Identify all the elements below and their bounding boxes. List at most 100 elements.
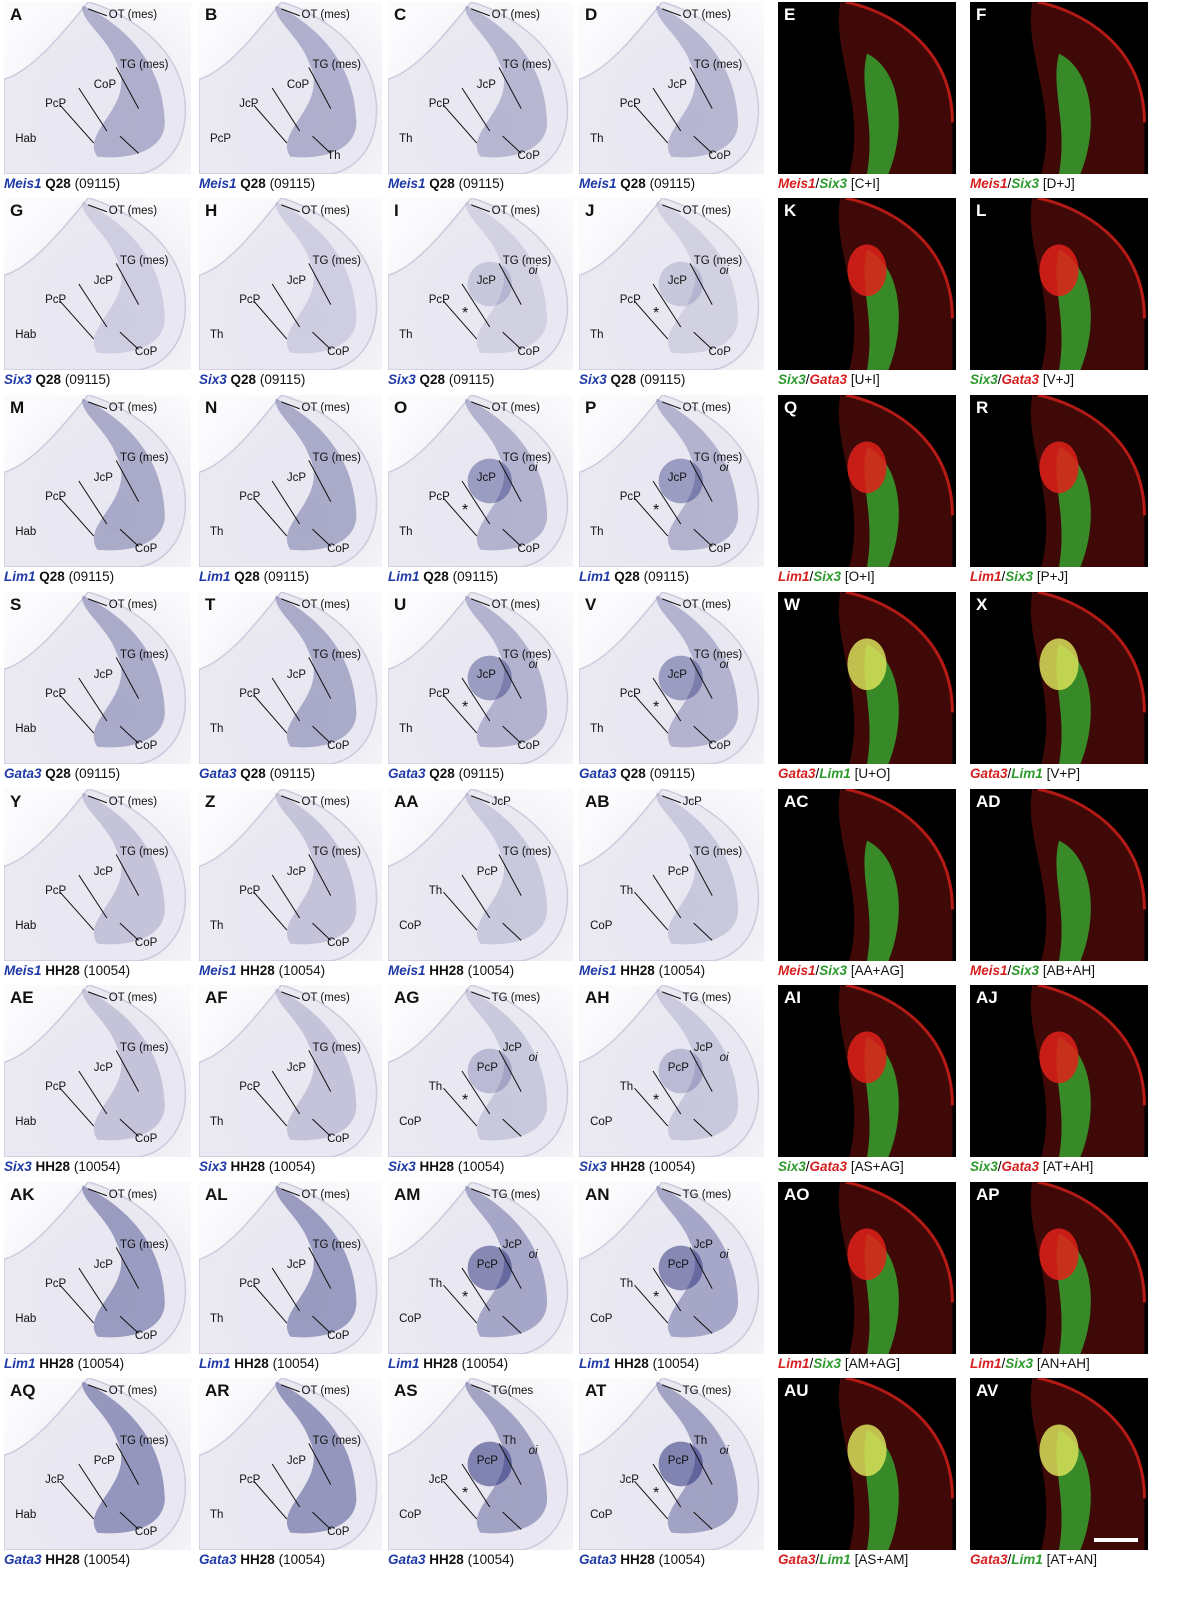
ish-panel: P OT (mes) TG (mes) JcP PcP Th CoP * oi xyxy=(579,395,764,567)
specimen-number: (09115) xyxy=(74,176,121,191)
region-label: Th xyxy=(502,1434,517,1447)
region-label: PcP xyxy=(428,491,450,504)
gene-name-2: Lim1 xyxy=(1011,766,1043,781)
specimen-number: (10054) xyxy=(658,1552,706,1567)
region-label: TG (mes) xyxy=(502,845,552,858)
stage-label: Q28 xyxy=(423,569,449,584)
gene-name-2: Six3 xyxy=(1011,176,1040,191)
region-label: TG (mes) xyxy=(693,451,743,464)
fluorescence-panel: X xyxy=(970,592,1148,764)
tissue-section-image xyxy=(579,1182,760,1354)
panel-letter: C xyxy=(394,5,407,24)
scale-bar xyxy=(1094,1538,1138,1542)
panel-letter: V xyxy=(585,595,597,614)
tissue-section-image xyxy=(388,1182,569,1354)
region-label: CoP xyxy=(517,149,540,162)
ish-panel: D OT (mes) TG (mes) JcP PcP Th CoP xyxy=(579,2,764,174)
region-label: PcP xyxy=(239,294,261,307)
panel-caption: Meis1 HH28 (10054) xyxy=(4,963,130,979)
ish-panel: AG TG (mes) JcP PcP Th CoP * oi xyxy=(388,985,573,1157)
region-label: PcP xyxy=(428,294,450,307)
gene-name: Meis1 xyxy=(579,176,617,191)
fluorescence-panel: AC xyxy=(778,789,956,961)
region-label: Th xyxy=(209,525,224,538)
region-label: PcP xyxy=(45,98,67,111)
region-label: Hab xyxy=(15,525,37,538)
panel-letter: E xyxy=(784,5,796,24)
region-label: OT (mes) xyxy=(682,598,731,611)
panel-caption: Gata3 HH28 (10054) xyxy=(579,1552,705,1568)
tissue-section-image xyxy=(579,985,760,1157)
stage-label: Q28 xyxy=(240,766,266,781)
region-label: Th xyxy=(619,885,634,898)
region-label: PcP xyxy=(619,98,641,111)
asterisk-mark: * xyxy=(462,305,469,323)
region-label: PcP xyxy=(239,688,261,701)
source-panels-ref: [AT+AH] xyxy=(1042,1159,1094,1174)
panel-letter: AD xyxy=(976,792,1001,811)
region-label: JcP xyxy=(45,1474,65,1487)
panel-caption: Six3 HH28 (10054) xyxy=(388,1159,504,1175)
region-label: TG (mes) xyxy=(693,254,743,267)
stage-label: HH28 xyxy=(429,963,464,978)
panel-letter: M xyxy=(10,398,25,417)
panel-letter: AH xyxy=(585,988,610,1007)
region-label: Th xyxy=(209,919,224,932)
region-label: JcP xyxy=(491,795,511,808)
region-label: Hab xyxy=(15,328,37,341)
panel-caption: Six3 HH28 (10054) xyxy=(199,1159,315,1175)
region-label: PcP xyxy=(619,294,641,307)
panel-letter: AS xyxy=(394,1381,418,1400)
region-label: TG (mes) xyxy=(119,1238,169,1251)
stage-label: Q28 xyxy=(234,569,260,584)
region-label: CoP xyxy=(327,1329,350,1342)
gene-name: Meis1 xyxy=(579,963,617,978)
region-label: JcP xyxy=(619,1474,639,1487)
panel-letter: U xyxy=(394,595,407,614)
gene-name: Six3 xyxy=(579,372,607,387)
region-label: TG (mes) xyxy=(312,648,362,661)
gene-name-2: Lim1 xyxy=(819,766,851,781)
region-label: CoP xyxy=(134,1132,158,1145)
overlay-image xyxy=(838,789,954,961)
overlay-image xyxy=(1030,592,1146,764)
gene-name-2: Gata3 xyxy=(1001,372,1040,387)
panel-letter: I xyxy=(394,201,399,220)
gene-name: Lim1 xyxy=(4,569,36,584)
gene-name-1: Gata3 xyxy=(778,766,816,781)
overlay-image xyxy=(1030,1182,1146,1354)
overlay-image xyxy=(1030,789,1146,961)
stage-label: HH28 xyxy=(620,963,655,978)
tissue-section-image xyxy=(4,198,187,370)
specimen-number: (09115) xyxy=(448,372,495,387)
source-panels-ref: [AS+AM] xyxy=(854,1552,909,1567)
ish-panel: AQ OT (mes) TG (mes) PcP JcP Hab CoP xyxy=(4,1378,191,1550)
oi-label: oi xyxy=(528,659,538,672)
panel-caption: Six3 HH28 (10054) xyxy=(579,1159,695,1175)
ish-panel: AR OT (mes) TG (mes) JcP PcP Th CoP xyxy=(199,1378,382,1550)
region-label: Hab xyxy=(15,1115,37,1128)
region-label: CoP xyxy=(134,1525,158,1538)
specimen-number: (10054) xyxy=(77,1356,125,1371)
oi-label: oi xyxy=(719,1249,729,1262)
tissue-section-image xyxy=(199,1182,378,1354)
panel-letter: AO xyxy=(784,1185,810,1204)
region-label: OT (mes) xyxy=(108,795,158,808)
region-label: CoP xyxy=(708,149,731,162)
panel-letter: AN xyxy=(585,1185,610,1204)
ish-panel: AS TG(mes Th PcP JcP CoP * oi xyxy=(388,1378,573,1550)
fluorescence-panel: AD xyxy=(970,789,1148,961)
stage-label: HH28 xyxy=(429,1552,464,1567)
region-label: Hab xyxy=(15,1312,37,1325)
oi-label: oi xyxy=(719,1052,729,1065)
specimen-number: (09115) xyxy=(269,176,316,191)
panel-letter: AB xyxy=(585,792,610,811)
tissue-section-image xyxy=(388,395,569,567)
gene-name: Meis1 xyxy=(4,963,42,978)
region-label: Th xyxy=(428,1278,443,1291)
region-label: JcP xyxy=(286,1259,306,1272)
ish-panel: S OT (mes) TG (mes) JcP PcP Hab CoP xyxy=(4,592,191,764)
panel-letter: P xyxy=(585,398,597,417)
gene-name-2: Lim1 xyxy=(819,1552,851,1567)
region-label: PcP xyxy=(45,294,67,307)
